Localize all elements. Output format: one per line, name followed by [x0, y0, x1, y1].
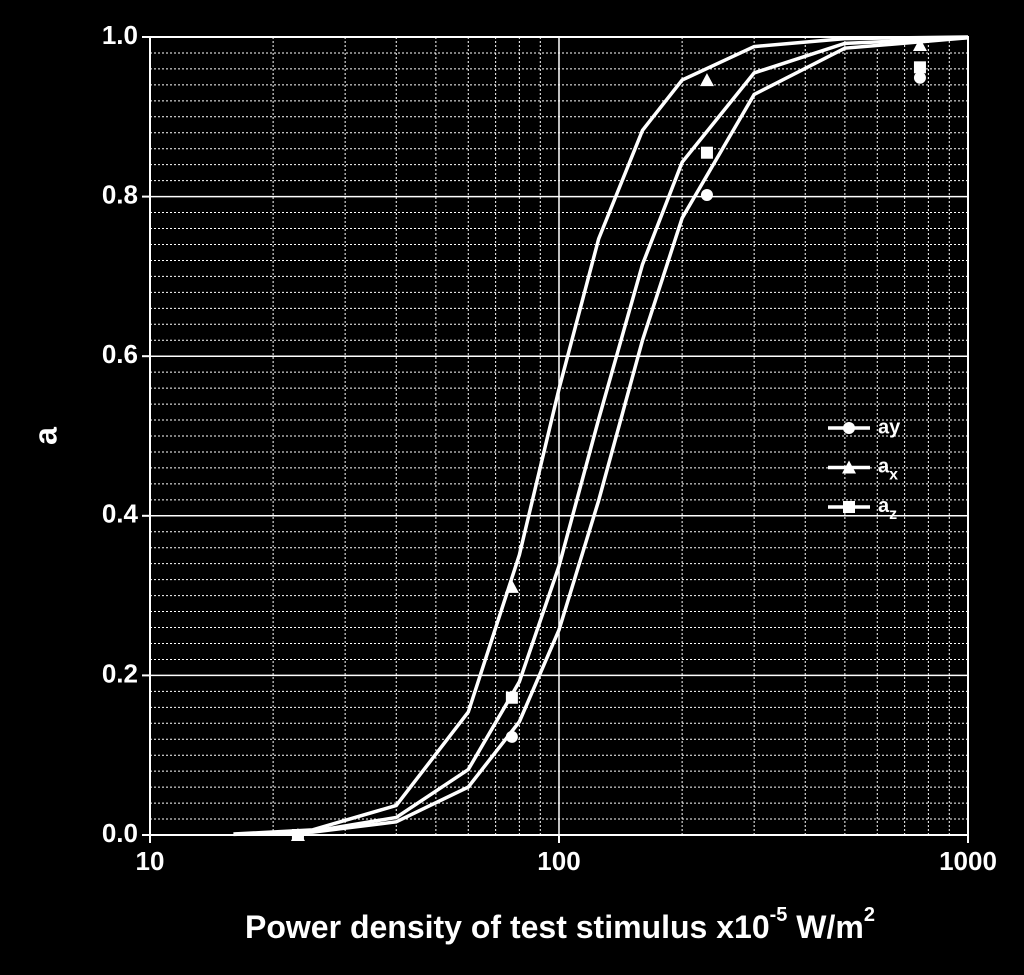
- x-axis-label: Power density of test stimulus x10-5 W/m…: [245, 904, 875, 945]
- legend-label: ay: [878, 416, 901, 438]
- legend-label: ax: [878, 456, 898, 484]
- fit-curve: [233, 36, 969, 836]
- legend-label: az: [878, 495, 897, 523]
- marker: [913, 61, 926, 74]
- x-tick-label: 1000: [939, 846, 997, 876]
- x-tick-label: 100: [537, 846, 580, 876]
- marker: [700, 189, 713, 202]
- fit-curve: [233, 36, 969, 837]
- x-tick-label: 10: [136, 846, 165, 876]
- marker: [842, 460, 856, 474]
- y-tick-label: 0.6: [102, 339, 138, 369]
- marker: [505, 730, 518, 743]
- marker: [505, 691, 518, 704]
- y-tick-label: 0.2: [102, 658, 138, 688]
- x-axis-label-part: Power density of test stimulus x10: [245, 909, 770, 945]
- marker: [843, 501, 855, 513]
- fit-curve: [233, 35, 969, 836]
- y-tick-label: 1.0: [102, 20, 138, 50]
- y-tick-label: 0.4: [102, 499, 139, 529]
- marker: [699, 73, 714, 87]
- y-tick-label: 0.8: [102, 179, 138, 209]
- marker: [504, 579, 519, 593]
- marker: [913, 71, 926, 84]
- x-axis-label-part: 2: [864, 904, 875, 926]
- x-axis-label-part: W/m: [787, 909, 863, 945]
- plot-frame: [149, 36, 969, 836]
- y-tick-label: 0.0: [102, 818, 138, 848]
- y-axis-label: a: [27, 427, 63, 445]
- marker: [700, 146, 713, 159]
- x-axis-label-part: -5: [770, 904, 788, 926]
- marker: [912, 37, 927, 51]
- marker: [291, 829, 304, 841]
- marker: [843, 422, 855, 434]
